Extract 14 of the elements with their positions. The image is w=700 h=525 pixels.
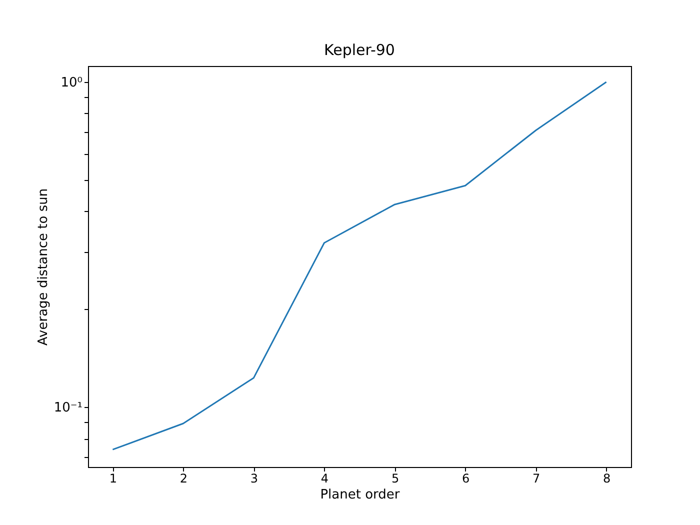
y-tick-label: 10⁰ — [60, 76, 82, 90]
x-tick-label: 2 — [180, 472, 188, 486]
line-series — [112, 81, 608, 450]
x-tick-label: 7 — [532, 472, 540, 486]
x-tick-label: 6 — [462, 472, 470, 486]
x-tick-label: 1 — [109, 472, 117, 486]
x-tick-label: 3 — [250, 472, 258, 486]
y-tick-label: 10⁻¹ — [54, 400, 82, 416]
y-axis-title: Average distance to sun — [36, 188, 51, 346]
x-tick-label: 8 — [603, 472, 611, 486]
x-axis-title: Planet order — [320, 488, 400, 502]
chart-title: Kepler-90 — [324, 41, 395, 59]
x-tick-label: 4 — [320, 472, 329, 486]
x-tick-label: 5 — [391, 472, 400, 486]
